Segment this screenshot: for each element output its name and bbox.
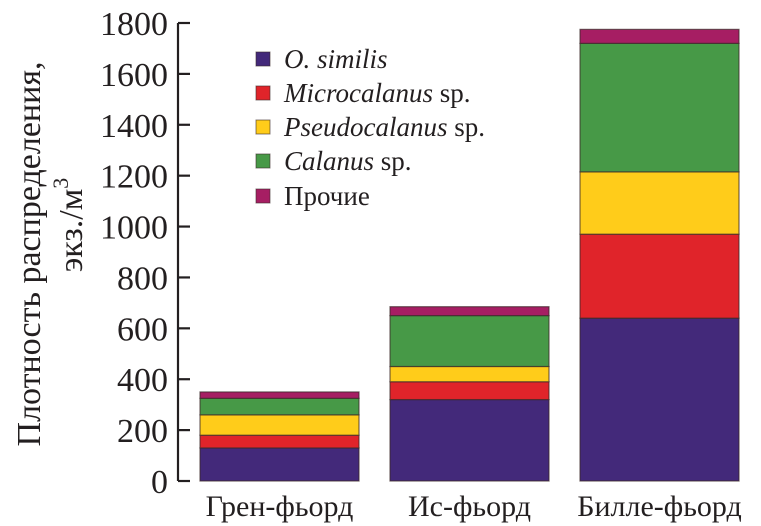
bar-segment [199,391,360,399]
bar-segment [579,28,740,44]
bar-stack [199,391,360,482]
legend-swatch [255,153,271,169]
legend-label: Pseudocalanus sp. [283,112,485,142]
bar-segment [579,171,740,235]
x-category-label: Билле-фьорд [577,490,742,523]
bar-segment [389,315,550,368]
legend-item: Microcalanus sp. [255,78,471,108]
bar-stack [579,28,740,482]
bar-segment [199,414,360,436]
x-category-label: Грен-фьорд [206,490,354,523]
legend-label: O. similis [284,44,388,74]
bar-segment [389,365,550,383]
x-axis-labels: Грен-фьорд Ис-фьорд Билле-фьорд [206,490,742,523]
legend-swatch [255,85,271,101]
legend-label: Calanus sp. [284,146,412,176]
legend-swatch [255,188,271,204]
legend-item: Прочие [255,181,370,211]
y-tick-label: 1000 [100,210,168,247]
y-axis-label: Плотность распределения, экз./м3 [11,62,90,447]
y-axis-label-line1: Плотность распределения, [11,62,48,447]
bar-stack [389,306,550,482]
y-tick-label: 1400 [100,108,168,145]
bar-segment [579,42,740,173]
bar-segment [579,233,740,319]
y-axis-unit: экз./м [53,189,90,273]
y-tick-label: 1800 [100,6,168,43]
y-axis-label-line2: экз./м3 [48,178,90,273]
bars [199,28,740,482]
y-tick-label: 0 [151,464,168,501]
legend-swatch [255,119,271,135]
legend-item: O. similis [255,44,388,74]
y-tick-label: 1200 [100,159,168,196]
bar-segment [389,398,550,482]
y-axis-unit-superscript: 3 [48,178,73,189]
legend: O. similis Microcalanus sp. Pseudocalanus … [255,44,485,211]
bar-segment [199,397,360,416]
bar-segment [199,434,360,449]
legend-item: Calanus sp. [255,146,412,176]
legend-item: Pseudocalanus sp. [255,112,485,142]
x-category-label: Ис-фьорд [408,490,531,523]
y-tick-label: 800 [117,260,168,297]
bar-segment [579,317,740,482]
bar-segment [389,381,550,401]
y-tick-label: 1600 [100,57,168,94]
y-tick-label: 600 [117,311,168,348]
legend-swatch [255,51,271,67]
legend-label: Прочие [284,181,370,211]
y-axis: 0 200 400 600 800 1000 1200 1400 1600 1800 [100,6,190,501]
bar-segment [389,306,550,317]
y-tick-label: 400 [117,362,168,399]
legend-label: Microcalanus sp. [283,78,471,108]
bar-segment [199,447,360,482]
y-tick-label: 200 [117,413,168,450]
